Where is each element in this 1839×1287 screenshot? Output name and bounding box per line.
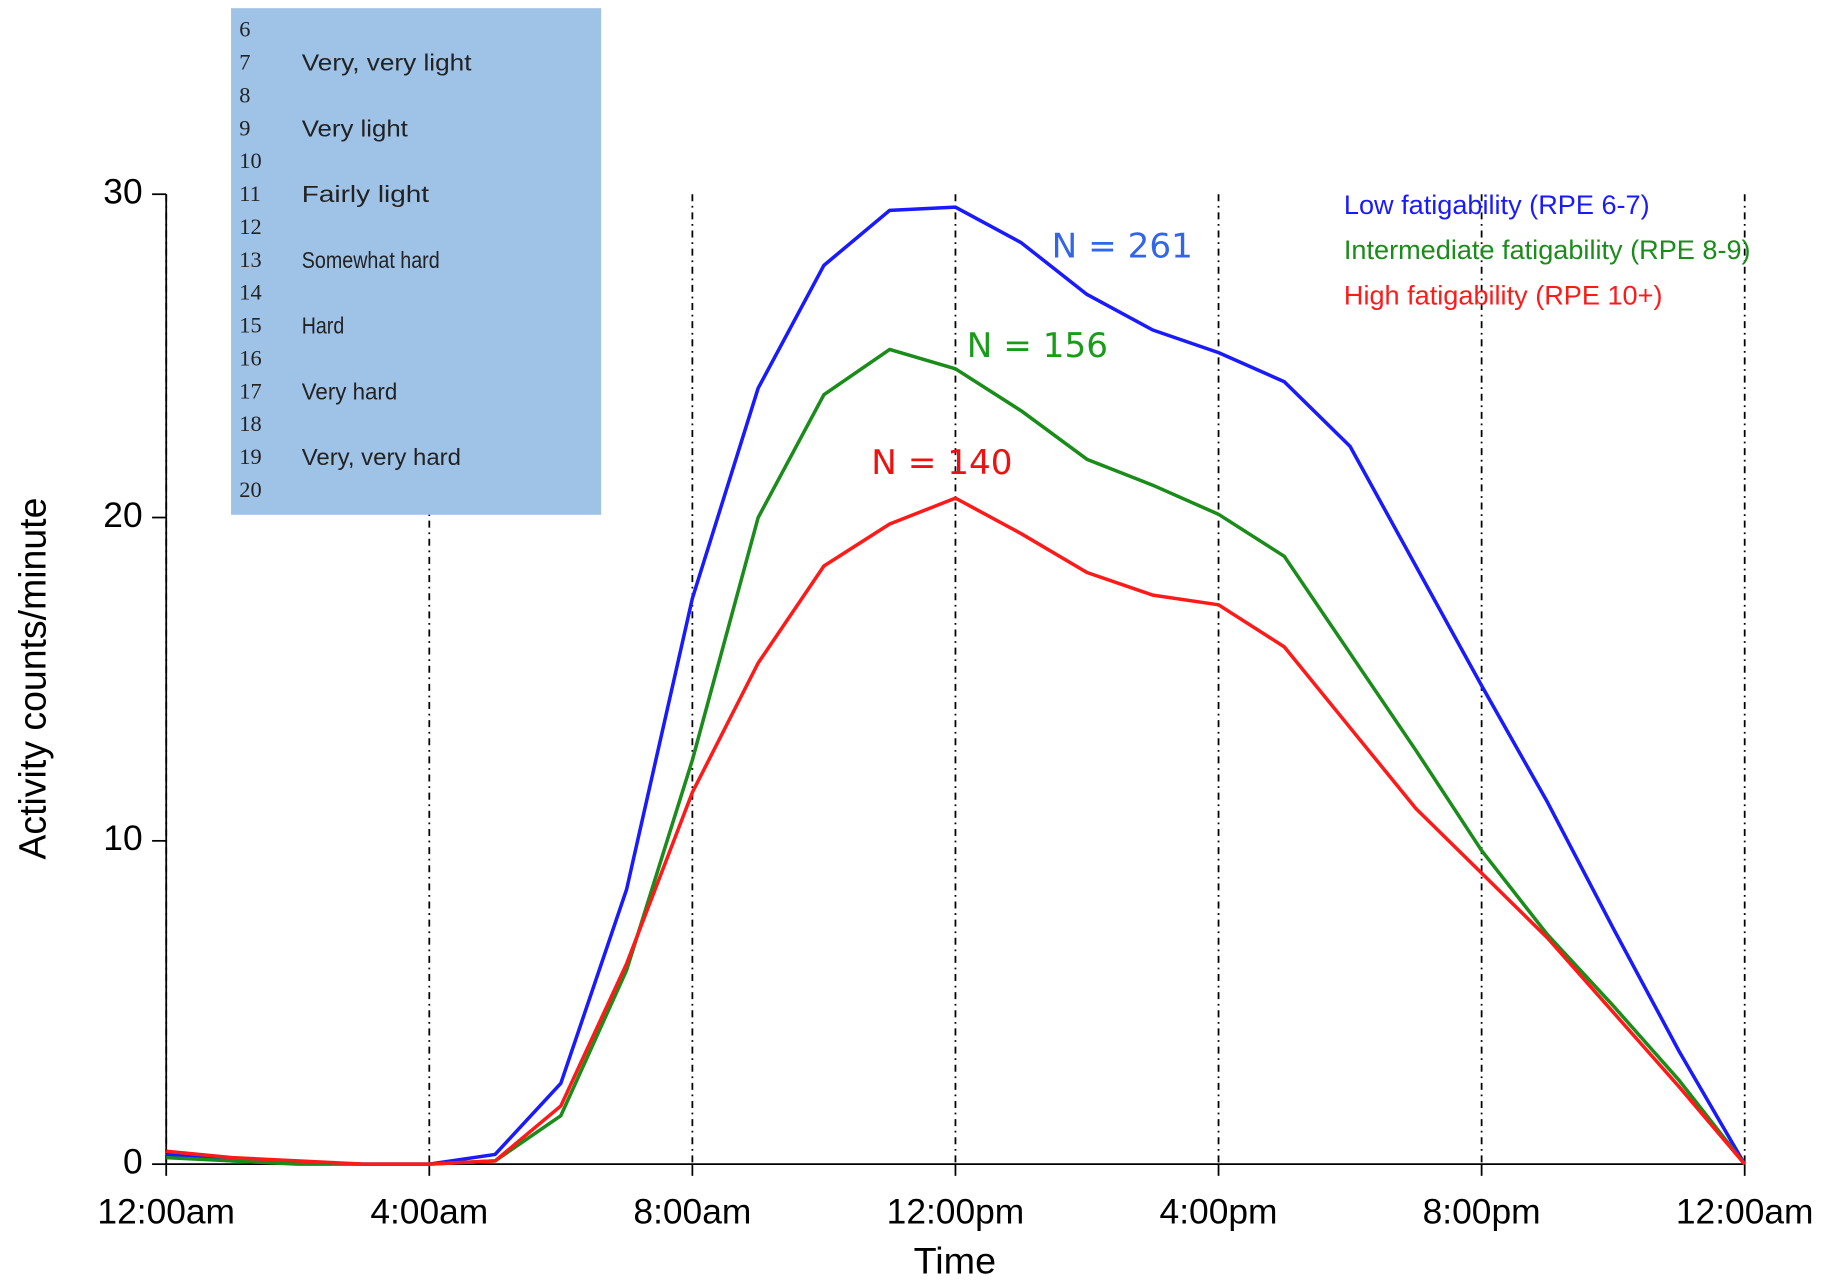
rpe-label: Fairly light xyxy=(302,181,430,207)
y-axis-label: Activity counts/minute xyxy=(11,498,53,860)
rpe-label: Hard xyxy=(302,313,344,339)
y-tick-label: 30 xyxy=(103,173,142,212)
rpe-number: 10 xyxy=(239,148,261,173)
annotation: N = 261 xyxy=(1052,227,1193,267)
rpe-number: 17 xyxy=(239,378,261,403)
rpe-number: 8 xyxy=(239,83,250,108)
rpe-label: Very, very hard xyxy=(302,444,461,470)
rpe-box xyxy=(231,8,602,515)
rpe-number: 12 xyxy=(239,214,261,239)
x-tick-label: 12:00pm xyxy=(887,1193,1025,1232)
rpe-number: 16 xyxy=(239,346,261,371)
x-tick-label: 12:00am xyxy=(1676,1193,1814,1232)
rpe-label: Very light xyxy=(302,115,409,141)
y-tick-label: 10 xyxy=(103,819,142,858)
rpe-number: 20 xyxy=(239,477,261,502)
rpe-label: Somewhat hard xyxy=(302,247,440,273)
rpe-label: Very, very light xyxy=(302,50,472,76)
rpe-number: 9 xyxy=(239,115,250,140)
x-axis-label: Time xyxy=(914,1240,996,1282)
x-tick-label: 8:00pm xyxy=(1423,1193,1541,1232)
rpe-number: 13 xyxy=(239,247,261,272)
rpe-number: 14 xyxy=(239,280,261,305)
legend-entry: Intermediate fatigability (RPE 8-9) xyxy=(1344,235,1751,265)
rpe-number: 15 xyxy=(239,313,261,338)
annotation: N = 140 xyxy=(871,443,1012,483)
x-tick-label: 4:00am xyxy=(370,1193,488,1232)
legend-entry: High fatigability (RPE 10+) xyxy=(1344,280,1663,310)
y-tick-label: 20 xyxy=(103,496,142,535)
rpe-number: 18 xyxy=(239,411,261,436)
rpe-number: 19 xyxy=(239,444,261,469)
rpe-number: 6 xyxy=(239,17,250,42)
legend-entry: Low fatigability (RPE 6-7) xyxy=(1344,190,1650,220)
x-tick-label: 4:00pm xyxy=(1160,1193,1278,1232)
y-tick-label: 0 xyxy=(123,1143,143,1182)
annotation: N = 156 xyxy=(967,326,1108,366)
series-line xyxy=(166,496,1747,1166)
x-tick-label: 8:00am xyxy=(633,1193,751,1232)
rpe-number: 7 xyxy=(239,50,250,75)
rpe-label: Very hard xyxy=(302,378,397,404)
rpe-number: 11 xyxy=(239,181,261,206)
x-tick-label: 12:00am xyxy=(97,1193,235,1232)
